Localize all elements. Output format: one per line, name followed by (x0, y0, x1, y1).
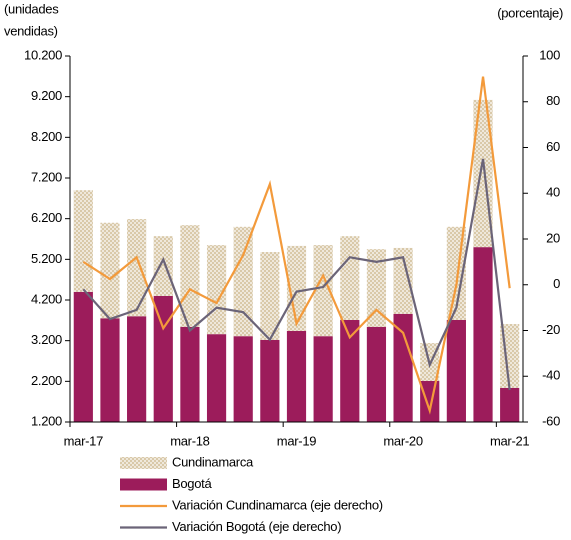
bar (73, 291, 93, 422)
bar (393, 313, 413, 422)
legend-label: Cundinamarca (172, 454, 254, 469)
line (82, 158, 511, 391)
y2-tick-label: 0 (553, 276, 560, 291)
y-tick-label: 4.200 (31, 291, 62, 306)
bar (393, 247, 413, 314)
y2-tick-label: 60 (546, 139, 560, 154)
bar (100, 222, 120, 319)
bar (366, 326, 387, 422)
bar (313, 245, 333, 337)
bar (127, 316, 147, 422)
bar (420, 380, 440, 422)
x-tick-label: mar-17 (64, 433, 103, 448)
x-tick-label: mar-18 (170, 433, 209, 448)
y-tick-label: 9.200 (31, 88, 62, 103)
y2-axis-label: (porcentaje) (497, 5, 563, 20)
bar (286, 245, 307, 331)
bar (153, 295, 173, 422)
y2-tick-label: -40 (542, 368, 560, 383)
bar (366, 249, 387, 327)
x-tick-label: mar-19 (277, 433, 316, 448)
bar (446, 319, 466, 422)
bar (340, 319, 360, 422)
bar (73, 190, 93, 292)
legend-label: Variación Bogotá (eje derecho) (172, 519, 341, 534)
bar (180, 326, 200, 422)
y2-tick-label: 20 (546, 230, 560, 245)
x-tick-label: mar-20 (383, 433, 422, 448)
legend-label: Variación Cundinamarca (eje derecho) (172, 497, 383, 512)
legend-swatch (120, 457, 167, 469)
y-axis-label: vendidas) (4, 23, 58, 38)
bar (473, 99, 493, 248)
y-tick-label: 10.200 (24, 47, 62, 62)
bar (233, 336, 253, 422)
bar (286, 330, 307, 422)
x-tick-label: mar-21 (490, 433, 529, 448)
y-tick-label: 5.200 (31, 251, 62, 266)
y-tick-label: 6.200 (31, 210, 62, 225)
bar (206, 334, 227, 422)
bar (100, 318, 120, 422)
bar (260, 252, 280, 340)
bar (180, 225, 200, 327)
y-tick-label: 7.200 (31, 169, 62, 184)
y-tick-label: 1.200 (31, 413, 62, 428)
y-axis-label: (unidades (4, 1, 59, 16)
bar (313, 336, 333, 422)
bar (473, 247, 493, 422)
y2-tick-label: -20 (542, 322, 560, 337)
legend-swatch (120, 478, 167, 491)
y2-tick-label: -60 (542, 413, 560, 428)
bar (233, 226, 253, 337)
bar (500, 387, 520, 422)
y-tick-label: 8.200 (31, 129, 62, 144)
y-tick-label: 2.200 (31, 373, 62, 388)
line (82, 76, 511, 415)
bar (260, 339, 280, 422)
bar (340, 236, 360, 320)
bar (127, 219, 147, 317)
y2-tick-label: 100 (539, 47, 560, 62)
y2-tick-label: 40 (546, 185, 560, 200)
y2-tick-label: 80 (546, 93, 560, 108)
y-tick-label: 3.200 (31, 332, 62, 347)
bar (153, 236, 173, 296)
legend-label: Bogotá (172, 476, 212, 491)
